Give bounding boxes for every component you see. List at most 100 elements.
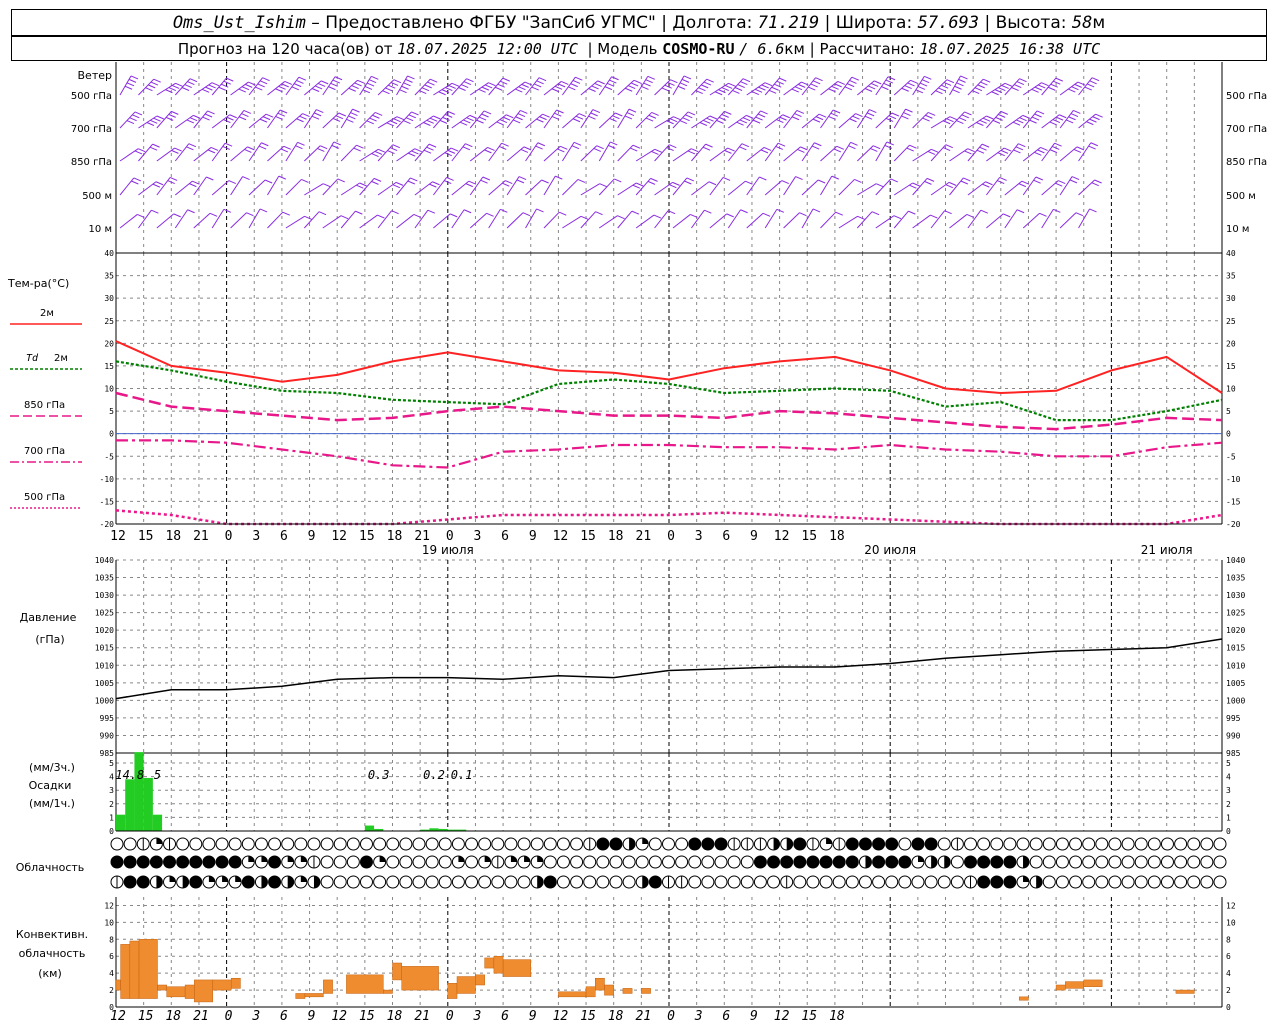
cloud-symbol-fill: [137, 856, 150, 868]
wind-barb-feather: [1018, 143, 1026, 148]
x-tick-label: 12: [331, 529, 347, 544]
cloud-symbol: [714, 875, 728, 889]
wind-barb-feather: [131, 180, 139, 185]
wind-barb-feather: [669, 184, 677, 189]
wind-barb: [893, 79, 911, 96]
cloud-symbol: [386, 855, 400, 869]
cloud-symbol: [727, 855, 741, 869]
wind-barb-feather: [1068, 116, 1076, 121]
wind-barb-feather: [741, 143, 750, 148]
y-tick-label-left: 25: [104, 317, 114, 326]
cloud-symbol: [202, 837, 216, 851]
cloud-symbol-fill: [767, 856, 780, 868]
cloud-symbol: [1055, 855, 1069, 869]
wind-barb: [248, 208, 261, 229]
cloud-symbol: [176, 837, 190, 851]
wind-barb-feather: [371, 153, 379, 157]
wind-barb-feather: [831, 85, 839, 90]
wind-barb-feather: [1077, 81, 1086, 86]
cloud-symbol: [1108, 837, 1122, 851]
wind-barb: [211, 209, 225, 229]
wind-barb: [138, 78, 155, 96]
wind-barb-feather: [666, 120, 674, 125]
wind-barb-feather: [751, 91, 760, 96]
wind-barb-feather: [407, 152, 416, 157]
wind-barb: [727, 78, 744, 96]
wind-barb-feather: [908, 210, 916, 215]
cloud-symbol: [478, 837, 492, 851]
y-tick-label-right: 40: [1226, 249, 1236, 258]
wind-barb: [1022, 212, 1040, 229]
cloud-symbol-fill: [833, 856, 846, 868]
wind-barb-feather: [284, 80, 292, 85]
date-label: 19 июля: [422, 543, 474, 557]
wind-barb-feather: [1001, 84, 1009, 89]
wind-barb-feather: [316, 109, 324, 114]
wind-barb-feather: [982, 117, 991, 122]
wind-barb: [949, 177, 964, 196]
precip-bar: [457, 829, 467, 831]
cloud-symbol: [412, 855, 426, 869]
wind-barb-feather: [374, 111, 383, 116]
cloud-row: [110, 875, 1227, 889]
wind-barb-feather: [679, 120, 688, 125]
wind-barb: [285, 215, 305, 229]
wind-barb-feather: [606, 82, 615, 87]
wind-barb-feather: [450, 213, 458, 218]
cloud-symbol: [806, 875, 820, 889]
cloud-symbol: [1147, 875, 1161, 889]
wind-barb-feather: [210, 146, 219, 151]
y-tick-label-left: 5: [109, 407, 114, 416]
forecast-label: Прогноз на 120 часа(ов) от: [177, 39, 393, 58]
wind-barb-feather: [848, 145, 856, 150]
precip-3h-label: 0.2: [423, 768, 445, 782]
cloud-symbol: [570, 875, 584, 889]
wind-barb-feather: [801, 81, 809, 86]
convective-bar: [129, 940, 140, 999]
wind-barb: [893, 210, 909, 229]
cloud-symbol: [858, 875, 872, 889]
cloud-symbol-fill: [649, 876, 662, 888]
y-tick-label-left: 1035: [95, 574, 114, 583]
wind-barb-feather: [447, 110, 455, 115]
wind-barb-feather: [411, 150, 419, 155]
wind-barb-row: [119, 75, 1100, 96]
wind-barb-feather: [189, 117, 198, 122]
wind-barb-feather: [1019, 117, 1027, 122]
cloud-symbol-fill: [484, 856, 491, 862]
wind-barb-feather: [904, 85, 912, 90]
wind-barb-feather: [378, 148, 386, 153]
wind-barb-feather: [695, 90, 703, 95]
cloud-symbol-fill: [182, 876, 189, 888]
wind-barb-feather: [369, 117, 377, 122]
wind-barb-feather: [515, 88, 523, 93]
cloud-symbol: [491, 875, 505, 889]
wind-barb-feather: [849, 79, 857, 84]
wind-barb-feather: [301, 178, 309, 183]
wind-barb-feather: [405, 117, 414, 122]
x-tick-label: 21: [414, 529, 430, 544]
wind-barb: [1004, 143, 1019, 162]
y-tick-label-right: 8: [1226, 935, 1231, 944]
cloud-symbol: [241, 837, 255, 851]
y-tick-label-left: 1020: [95, 626, 114, 635]
wind-barb: [230, 176, 244, 196]
wind-barb-feather: [520, 109, 528, 114]
wind-barb-feather: [364, 85, 373, 90]
wind-barb-feather: [1070, 113, 1079, 118]
calc-time: 18.07.2025 16:38 UTC: [919, 39, 1101, 58]
wind-barb-feather: [243, 109, 252, 114]
cloud-symbol: [386, 837, 400, 851]
wind-barb-feather: [293, 83, 302, 88]
wind-barb-feather: [794, 113, 802, 118]
wind-barb-feather: [551, 88, 560, 93]
wind-barb-feather: [926, 177, 935, 182]
y-tick-label-left: 990: [100, 731, 115, 740]
wind-barb-feather: [645, 117, 654, 122]
wind-barb-feather: [389, 147, 398, 152]
wind-barb-feather: [441, 89, 450, 94]
wind-barb-feather: [557, 148, 565, 153]
wind-barb-feather: [469, 114, 478, 119]
wind-barb-feather: [265, 113, 274, 118]
wind-barb-feather: [202, 116, 210, 121]
